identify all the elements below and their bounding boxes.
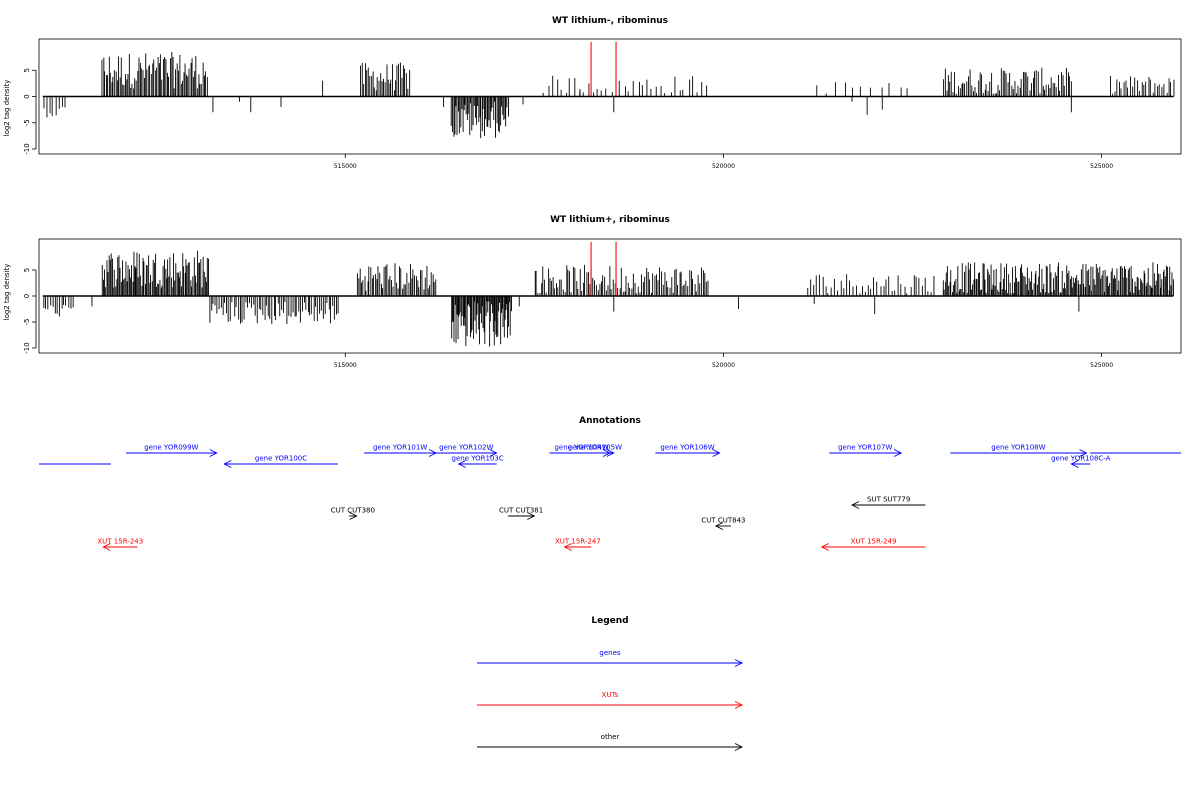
feature-arrowhead <box>1079 449 1088 457</box>
panel-1-x-axis: 515000 520000 525000 <box>334 154 1113 170</box>
feature-arrowhead <box>527 512 536 520</box>
feature-label: gene YOR108C-A <box>1051 455 1111 463</box>
feature-label: CUT CUT381 <box>499 507 543 515</box>
y-tick-label: 0 <box>23 294 31 298</box>
annotation-features: gene YOR099W gene YOR100C gene YOR101W gene… <box>39 444 1181 551</box>
x-tick-label: 515000 <box>334 163 357 170</box>
x-tick-label: 520000 <box>712 362 735 369</box>
legend-label: genes <box>599 649 620 657</box>
feature-label: XUT 15R-249 <box>851 538 897 546</box>
y-tick-label: -10 <box>23 143 31 154</box>
panel-2-frame <box>38 238 1182 354</box>
y-tick-label: 0 <box>23 94 31 98</box>
legend-label: other <box>601 733 620 741</box>
panel-1-y-axis: -10 -5 0 5 <box>23 68 37 155</box>
panel-1-frame <box>38 38 1182 155</box>
feature-arrowhead <box>606 449 615 457</box>
x-tick-label: 525000 <box>1090 163 1113 170</box>
feature-label: gene YOR107W <box>838 444 892 452</box>
panel-2-ylabel: log2 tag density <box>3 264 11 321</box>
feature-arrowhead <box>712 449 721 457</box>
y-tick-label: 5 <box>23 268 31 272</box>
panel-2-y-axis: -10 -5 0 5 <box>23 268 37 354</box>
feature-label: gene YOR108W <box>991 444 1045 452</box>
feature-label: gene YOR103C <box>452 455 504 463</box>
annotations-title: Annotations <box>579 416 641 426</box>
feature-arrowhead <box>563 543 572 551</box>
feature-arrowhead <box>851 501 860 509</box>
feature-label: gene YOR106W <box>660 444 714 452</box>
feature-label: gene YOR105W <box>568 444 622 452</box>
panel-2-bars <box>43 250 1174 347</box>
coverage-panel-1: WT lithium-, ribominus log2 tag density … <box>3 16 1182 170</box>
feature-arrowhead <box>489 449 498 457</box>
legend-arrowhead <box>734 701 744 709</box>
feature-label: CUT CUT380 <box>331 507 375 515</box>
panel-1-ylabel: log2 tag density <box>3 80 11 137</box>
feature-arrowhead <box>209 449 218 457</box>
feature-arrowhead <box>820 543 829 551</box>
feature-arrowhead <box>893 449 903 457</box>
feature-label: CUT CUT843 <box>701 517 745 525</box>
feature-label: SUT SUT779 <box>867 496 910 504</box>
legend-arrowhead <box>734 659 744 667</box>
y-tick-label: -10 <box>23 342 31 353</box>
feature-label: gene YOR100C <box>255 455 307 463</box>
panel-2-markers <box>590 242 617 296</box>
y-tick-label: 5 <box>23 68 31 72</box>
feature-arrowhead <box>457 460 466 468</box>
legend: Legend genes XUTs other <box>477 616 744 751</box>
legend-title: Legend <box>591 616 628 626</box>
legend-label: XUTs <box>602 691 619 699</box>
panel-1-bars <box>43 51 1175 139</box>
feature-arrowhead <box>714 522 724 530</box>
feature-label: gene YOR101W <box>373 444 427 452</box>
feature-arrowhead <box>349 512 358 520</box>
feature-label: XUT 15R-247 <box>555 538 601 546</box>
y-tick-label: -5 <box>23 119 31 126</box>
feature-arrowhead <box>223 460 232 468</box>
panel-1-title: WT lithium-, ribominus <box>552 16 668 26</box>
legend-arrowhead <box>734 743 744 751</box>
feature-arrowhead <box>602 449 612 457</box>
legend-items: genes XUTs other <box>477 649 744 751</box>
coverage-panel-2: WT lithium+, ribominus log2 tag density … <box>3 215 1182 369</box>
panel-2-x-axis: 515000 520000 525000 <box>334 353 1113 369</box>
panel-2-title: WT lithium+, ribominus <box>550 215 670 225</box>
y-tick-label: -5 <box>23 319 31 326</box>
feature-label: gene YOR099W <box>144 444 198 452</box>
feature-arrowhead <box>1070 460 1079 468</box>
x-tick-label: 520000 <box>712 163 735 170</box>
feature-label: XUT 15R-243 <box>97 538 143 546</box>
feature-label: gene YOR104W <box>554 444 608 452</box>
panel-1-markers <box>590 42 617 97</box>
x-tick-label: 515000 <box>334 362 357 369</box>
feature-label: gene YOR102W <box>439 444 493 452</box>
feature-arrowhead <box>102 543 111 551</box>
x-tick-label: 525000 <box>1090 362 1113 369</box>
